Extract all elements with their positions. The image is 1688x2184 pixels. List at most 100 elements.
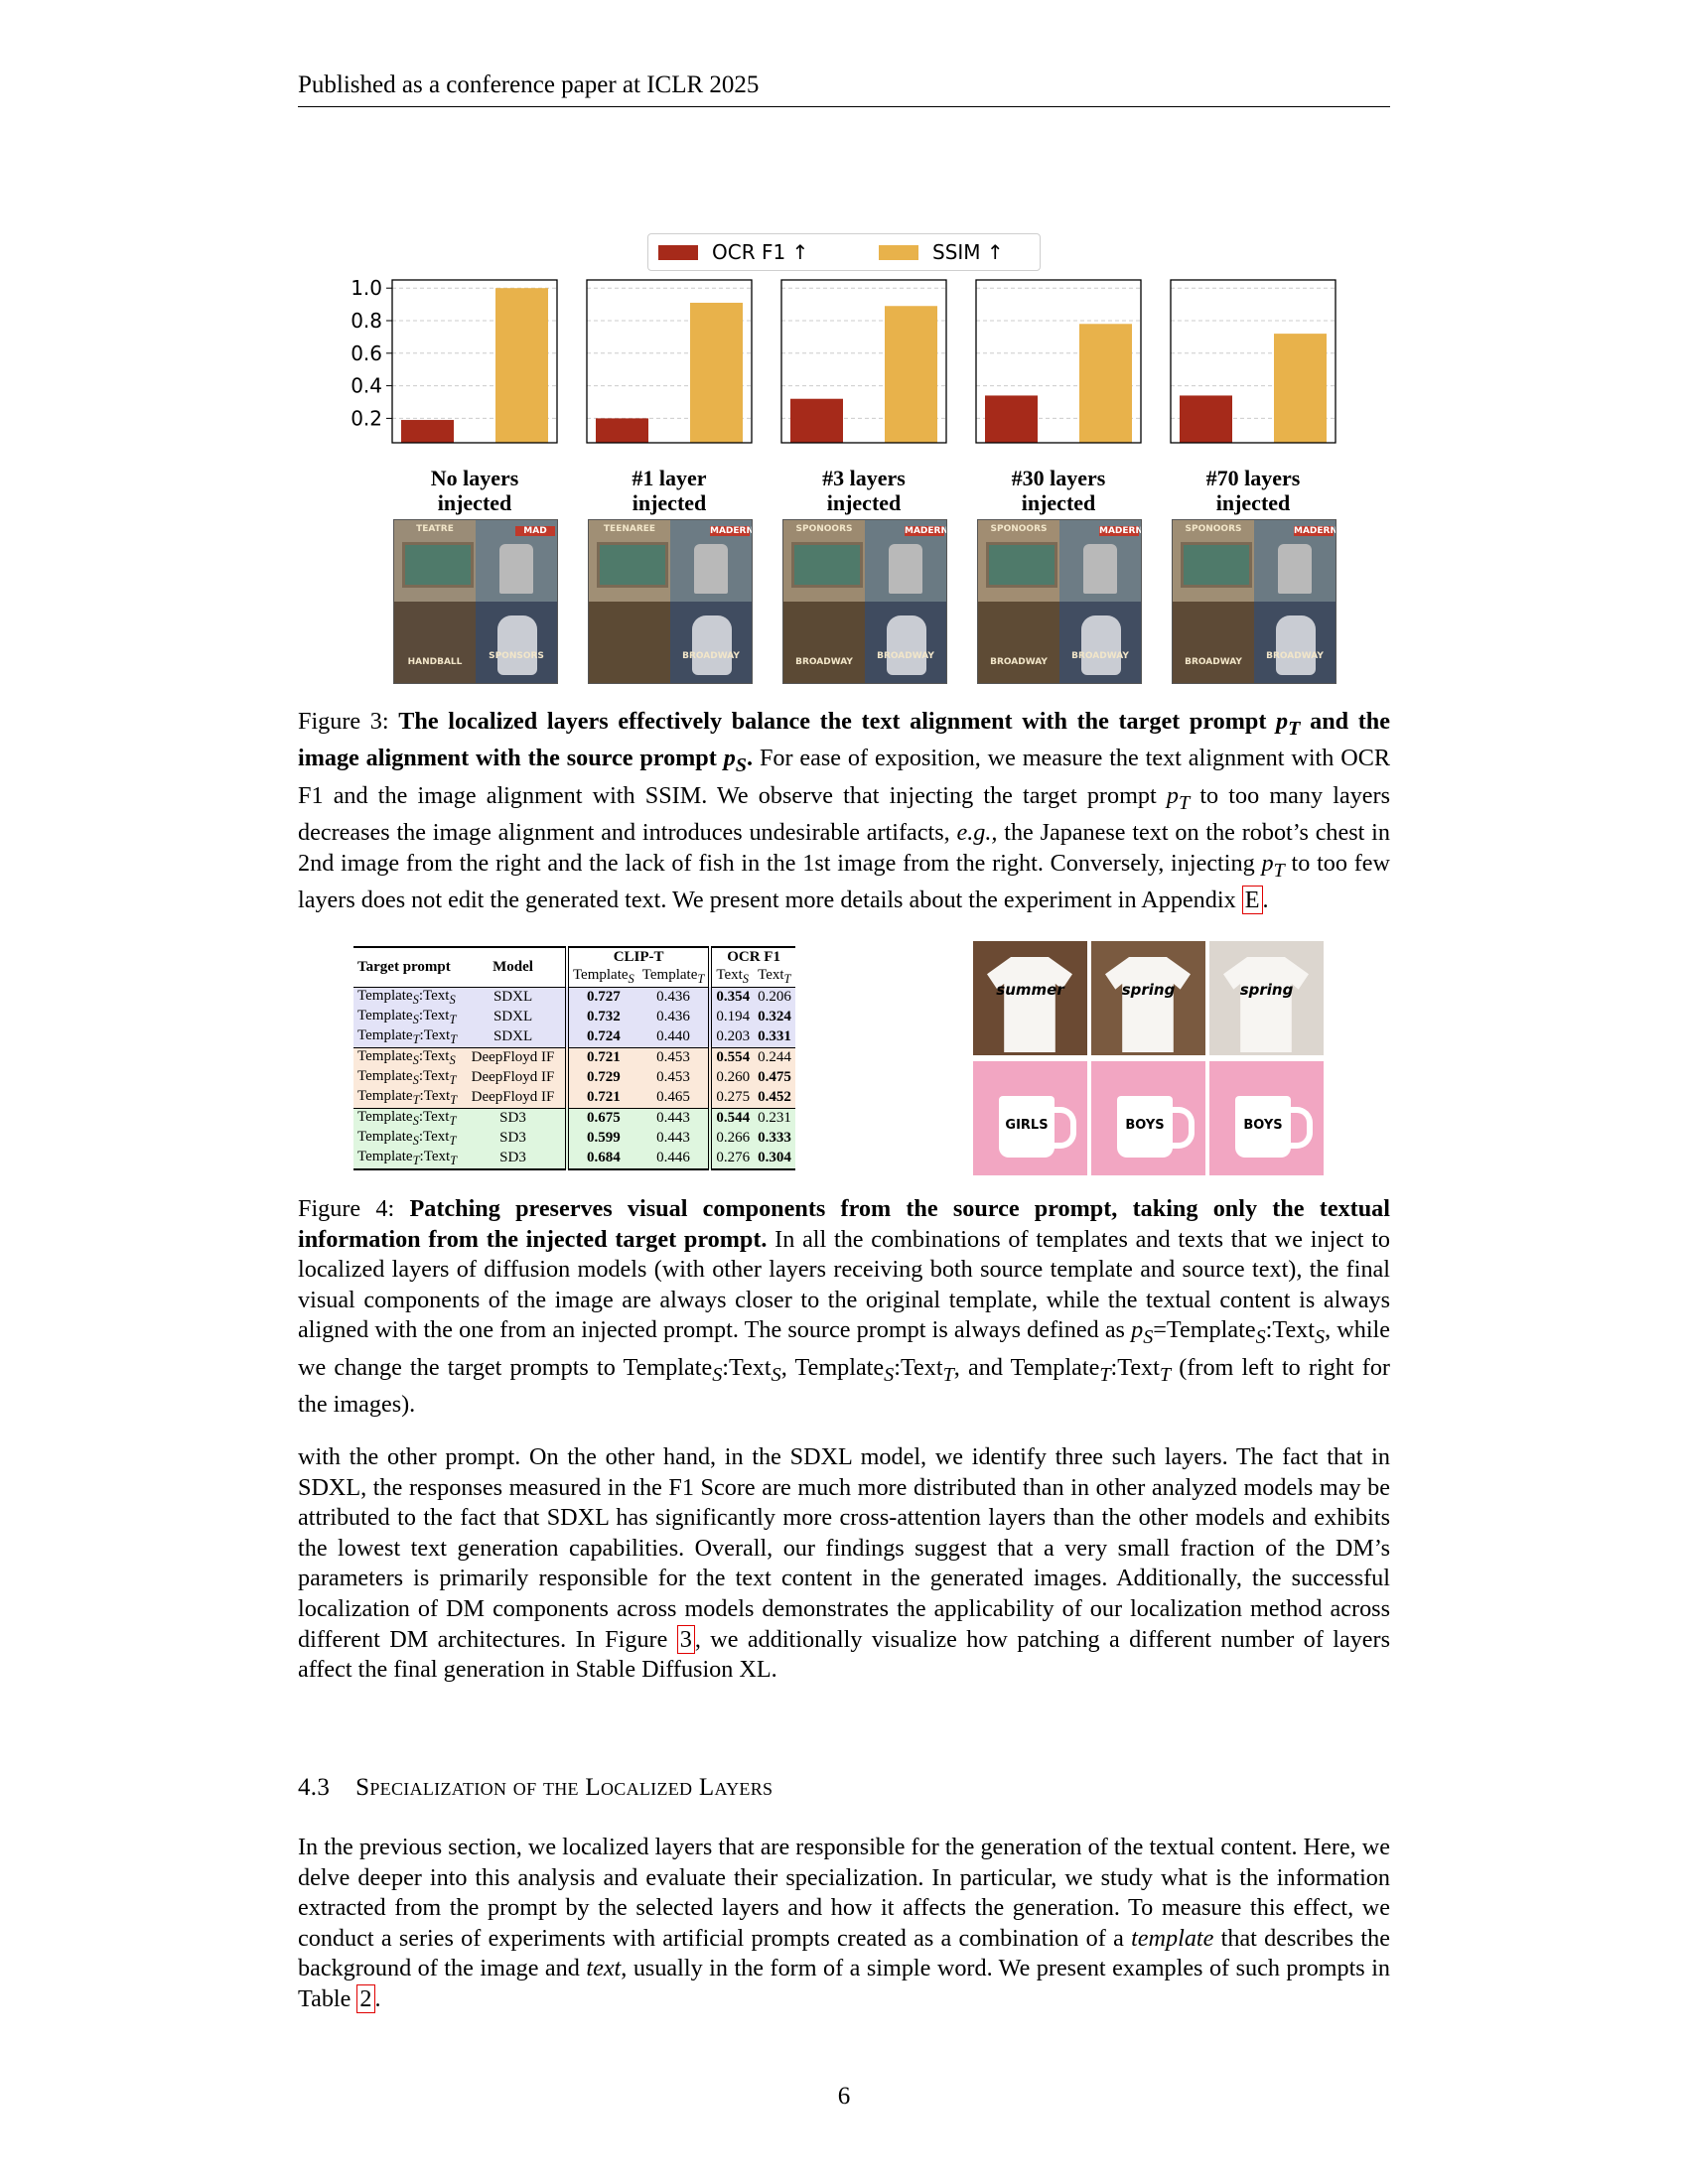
panel-label: #3 layers injected	[822, 466, 906, 515]
tshirt-text: summer	[996, 981, 1064, 999]
cell-value: 0.724	[564, 1026, 638, 1048]
mug-photo: GIRLS	[973, 1061, 1087, 1175]
cell-prompt: TemplateT:TextT	[357, 1026, 458, 1046]
cell-value: 0.324	[758, 1009, 791, 1025]
legend-swatch-ssim	[879, 245, 918, 260]
cell-value: 0.727	[564, 987, 638, 1008]
aquarium-shape	[402, 542, 474, 588]
image-text: HANDBALL	[407, 657, 463, 667]
cell-value: 0.675	[564, 1108, 638, 1129]
backpack-shape	[497, 615, 537, 675]
bar-ssim	[885, 306, 937, 443]
cell-model: SDXL	[492, 1009, 533, 1025]
image-tile: TEATRE	[394, 520, 476, 602]
body-paragraph-1: with the other prompt. On the other hand…	[298, 1443, 1390, 1684]
panel-frame	[391, 279, 558, 444]
aquarium-shape	[791, 542, 863, 588]
mug-photo: BOYS	[1091, 1061, 1205, 1175]
table-2-link[interactable]: 2	[356, 1983, 375, 2013]
cell-value: 0.206	[758, 989, 791, 1006]
image-text: SPONSORS	[489, 651, 544, 661]
generated-image-grid: SPONOORS MADERN BROADWAY BROADWAY	[1172, 519, 1336, 684]
robot-shape	[889, 544, 922, 594]
cell-value: 0.275	[708, 1087, 755, 1109]
chart-panel	[391, 279, 558, 444]
tshirt-shape	[987, 957, 1072, 1052]
image-tile: BROADWAY	[978, 602, 1059, 683]
cell-value: 0.333	[758, 1130, 791, 1147]
mug-shape	[1117, 1096, 1173, 1158]
cell-prompt: TemplateS:TextT	[357, 1128, 457, 1148]
cell-model: SDXL	[492, 989, 533, 1006]
figure-4-caption: Figure 4: Patching preserves visual comp…	[298, 1195, 1391, 1419]
cell-value: 0.443	[656, 1130, 690, 1147]
body-paragraph-2: In the previous section, we localized la…	[298, 1834, 1391, 2013]
robot-shape	[1278, 544, 1312, 594]
tshirt-shape	[1223, 957, 1309, 1052]
bar-ocr-f1	[596, 418, 648, 443]
figure-3-link[interactable]: 3	[676, 1624, 695, 1654]
cell-value: 0.732	[564, 1007, 638, 1027]
mug-text: BOYS	[1243, 1118, 1283, 1133]
panel-frame	[1170, 279, 1336, 444]
image-text: SPONOORS	[795, 524, 853, 534]
image-tile: BROADWAY	[865, 602, 946, 683]
image-tile: BROADWAY	[1173, 602, 1254, 683]
cell-model: DeepFloyd IF	[471, 1049, 555, 1066]
bar-ocr-f1	[985, 395, 1038, 443]
y-tick-label: 0.2	[351, 406, 382, 430]
table-row: TemplateS:TextT SD3 0.599 0.443 0.266 0.333	[353, 1128, 795, 1149]
col-clip-t: CLIP-T	[564, 947, 711, 967]
mug-handle	[1167, 1107, 1195, 1149]
col-target-prompt: Target prompt	[357, 958, 451, 975]
image-tile: MADERN	[1059, 520, 1141, 602]
image-tile	[589, 602, 670, 683]
panel-label: #30 layers injected	[1011, 466, 1106, 515]
legend-label-ssim: SSIM ↑	[932, 240, 1004, 264]
image-tile: HANDBALL	[394, 602, 476, 683]
tshirt-text: spring	[1239, 981, 1294, 999]
bar-ssim	[1079, 324, 1132, 443]
y-tick-label: 0.4	[351, 374, 382, 398]
image-tile: SPONSORS	[476, 602, 557, 683]
cell-prompt: TemplateT:TextT	[357, 1087, 458, 1107]
tshirt-shape	[1105, 957, 1191, 1052]
cell-value: 0.194	[708, 1007, 755, 1027]
example-photos: summer spring spring GIRLS BOYS BOYS	[973, 941, 1326, 1175]
image-tile: SPONOORS	[978, 520, 1059, 602]
chart-panel	[586, 279, 753, 444]
page-number: 6	[837, 2083, 851, 2110]
backpack-shape	[887, 615, 926, 675]
appendix-link[interactable]: E	[1241, 886, 1263, 915]
cell-prompt: TemplateS:TextS	[357, 1047, 456, 1067]
image-tile: SPONOORS	[1173, 520, 1254, 602]
image-tile: MAD	[476, 520, 557, 602]
table-row: TemplateS:TextT DeepFloyd IF 0.729 0.453 0.2…	[353, 1067, 795, 1088]
image-text: MAD	[515, 526, 555, 536]
table-row: TemplateS:TextS SDXL 0.727 0.436 0.354 0.206	[353, 987, 795, 1008]
panel-label: No layers injected	[430, 466, 519, 515]
image-tile: BROADWAY	[670, 602, 752, 683]
cell-prompt: TemplateS:TextS	[357, 987, 456, 1007]
cell-value: 0.599	[564, 1128, 638, 1149]
image-text: MADERN	[710, 526, 753, 536]
image-text: BROADWAY	[795, 657, 853, 667]
cell-value: 0.260	[708, 1067, 755, 1088]
cell-value: 0.684	[564, 1148, 638, 1169]
image-tile: BROADWAY	[783, 602, 865, 683]
panel-label: #70 layers injected	[1205, 466, 1301, 515]
image-tile: SPONOORS	[783, 520, 865, 602]
mug-shape	[1235, 1096, 1291, 1158]
generated-image-grid: SPONOORS MADERN BROADWAY BROADWAY	[977, 519, 1142, 684]
y-tick-label: 0.8	[351, 309, 382, 333]
backpack-shape	[1081, 615, 1121, 675]
legend-label-ocr: OCR F1 ↑	[712, 240, 809, 264]
cell-value: 0.244	[758, 1049, 791, 1066]
tshirt-photo: summer	[973, 941, 1087, 1055]
image-text: TEENAREE	[603, 524, 656, 534]
cell-model: SD3	[499, 1130, 526, 1147]
mug-photo: BOYS	[1209, 1061, 1324, 1175]
mug-handle	[1285, 1107, 1313, 1149]
image-tile: MADERN	[865, 520, 946, 602]
image-tile: MADERN	[670, 520, 752, 602]
